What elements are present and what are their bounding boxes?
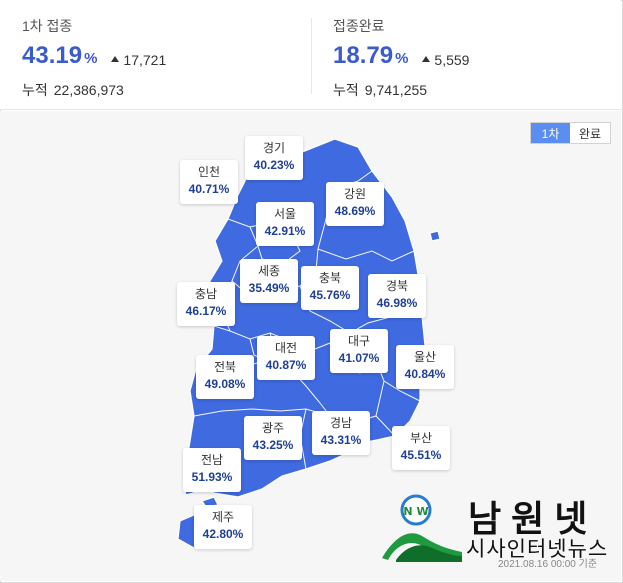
region-gyeongbuk[interactable]: 경북 46.98% <box>368 274 426 318</box>
region-percent: 40.23% <box>253 158 295 172</box>
region-ulsan[interactable]: 울산 40.84% <box>396 345 454 389</box>
watermark-subtitle: 시사인터넷뉴스 <box>466 537 609 561</box>
namwon-net-watermark: N W 남원넷 시사인터넷뉴스 <box>380 490 620 565</box>
region-name: 울산 <box>413 350 437 364</box>
region-name: 충남 <box>194 287 218 301</box>
region-percent: 48.69% <box>334 204 376 218</box>
mainland-outline <box>185 138 426 498</box>
island <box>429 230 441 242</box>
vaccination-map-panel: 1차 완료 인천 40.71% 경기 40.23% 강원 48.69% 서울 4… <box>0 111 621 581</box>
region-name: 대구 <box>347 334 371 348</box>
first-dose-tab[interactable]: 1차 <box>531 123 570 143</box>
region-jeonbuk[interactable]: 전북 49.08% <box>196 355 254 399</box>
triangle-up-icon <box>422 56 431 62</box>
completed-cumulative: 누적 9,741,255 <box>333 80 469 100</box>
region-name: 세종 <box>257 264 281 278</box>
region-daegu[interactable]: 대구 41.07% <box>330 329 388 373</box>
region-incheon[interactable]: 인천 40.71% <box>180 160 238 204</box>
vaccination-summary: 1차 접종 43.19 % 17,721 누적 22,386,973 접종완료 1… <box>0 0 621 110</box>
region-name: 서울 <box>273 207 297 221</box>
region-name: 전남 <box>200 453 224 467</box>
region-gyeonggi[interactable]: 경기 40.23% <box>245 136 303 180</box>
region-gangwon[interactable]: 강원 48.69% <box>326 182 384 226</box>
region-percent: 51.93% <box>191 470 233 484</box>
region-name: 제주 <box>211 510 235 524</box>
region-percent: 46.98% <box>376 296 418 310</box>
region-sejong[interactable]: 세종 35.49% <box>240 259 298 303</box>
region-percent: 41.07% <box>338 351 380 365</box>
region-daejeon[interactable]: 대전 40.87% <box>257 336 315 380</box>
region-name: 경남 <box>329 416 353 430</box>
completed-tab[interactable]: 완료 <box>570 123 610 143</box>
first-dose-cumulative: 누적 22,386,973 <box>22 80 166 100</box>
completed-cumulative-label: 누적 <box>333 82 359 98</box>
region-name: 부산 <box>409 431 433 445</box>
region-percent: 49.08% <box>204 377 246 391</box>
region-percent: 40.87% <box>265 358 307 372</box>
region-chungnam[interactable]: 충남 46.17% <box>177 282 235 326</box>
first-dose-cumulative-label: 누적 <box>22 82 48 98</box>
completed-label: 접종완료 <box>333 18 385 34</box>
data-timestamp: 2021.08.16 00:00 기준 <box>498 559 598 570</box>
region-name: 대전 <box>274 341 298 355</box>
first-dose-label: 1차 접종 <box>22 18 73 34</box>
watermark-title: 남원넷 <box>468 499 598 540</box>
region-name: 경북 <box>385 279 409 293</box>
region-percent: 46.17% <box>185 304 227 318</box>
region-percent: 40.84% <box>404 367 446 381</box>
region-percent: 42.91% <box>264 224 306 238</box>
completed-percent-unit: % <box>395 50 409 67</box>
region-chungbuk[interactable]: 충북 45.76% <box>301 266 359 310</box>
region-percent: 42.80% <box>202 527 244 541</box>
completed-percent: 18.79 <box>333 42 394 69</box>
completed-cumulative-value: 9,741,255 <box>364 82 428 98</box>
triangle-up-icon <box>111 56 120 62</box>
region-percent: 43.25% <box>252 438 294 452</box>
first-dose-stat: 1차 접종 43.19 % 17,721 누적 22,386,973 <box>22 16 166 100</box>
region-name: 광주 <box>261 421 285 435</box>
first-dose-percent: 43.19 <box>22 42 83 69</box>
dose-type-toggle: 1차 완료 <box>530 122 611 144</box>
region-percent: 45.76% <box>309 288 351 302</box>
completed-delta: 5,559 <box>422 52 469 68</box>
emblem-text: N W <box>403 505 428 518</box>
completed-delta-value: 5,559 <box>434 52 470 68</box>
region-name: 인천 <box>197 165 221 179</box>
region-name: 전북 <box>213 360 237 374</box>
region-gwangju[interactable]: 광주 43.25% <box>244 416 302 460</box>
first-dose-percent-unit: % <box>84 50 98 67</box>
region-name: 강원 <box>343 187 367 201</box>
region-seoul[interactable]: 서울 42.91% <box>256 202 314 246</box>
region-percent: 43.31% <box>320 433 362 447</box>
region-jeonnam[interactable]: 전남 51.93% <box>183 448 241 492</box>
first-dose-delta: 17,721 <box>111 52 166 68</box>
region-percent: 35.49% <box>248 281 290 295</box>
region-percent: 40.71% <box>188 182 230 196</box>
region-jeju[interactable]: 제주 42.80% <box>194 505 252 549</box>
first-dose-delta-value: 17,721 <box>123 52 167 68</box>
namwon-emblem-icon: N W <box>382 494 462 562</box>
region-gyeongnam[interactable]: 경남 43.31% <box>312 411 370 455</box>
summary-divider <box>311 18 312 94</box>
region-percent: 45.51% <box>400 448 442 462</box>
region-name: 충북 <box>318 271 342 285</box>
region-busan[interactable]: 부산 45.51% <box>392 426 450 470</box>
first-dose-cumulative-value: 22,386,973 <box>53 82 124 98</box>
region-name: 경기 <box>262 141 286 155</box>
completed-stat: 접종완료 18.79 % 5,559 누적 9,741,255 <box>333 16 469 100</box>
